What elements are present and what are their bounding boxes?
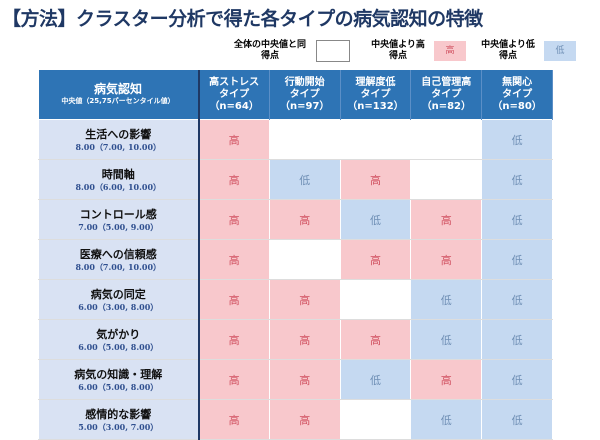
row-label: 病気の同定 6.00（3.00, 8.00） [38,279,200,320]
table-cell: 低 [481,119,553,160]
table-cell: 低 [339,199,412,240]
table-cell [339,119,412,160]
row-name: 感情的な影響 [85,408,152,421]
table-cell: 高 [339,159,412,200]
row-median: 6.00（5.00, 8.00） [78,382,159,392]
header-subtitle: 中央値（25,75パーセンタイル値） [61,96,175,105]
cluster-table: 病気認知 中央値（25,75パーセンタイル値） 高ストレス タイプ （n=64） 行動… [38,70,553,440]
row-name: 病気の知識・理解 [74,368,163,381]
legend-high-label: 中央値より高得点 [371,40,425,61]
table-cell: 低 [481,279,553,320]
table-cell: 高 [410,359,483,400]
table-cell: 高 [268,359,341,400]
table-cell: 高 [198,159,270,200]
table-cell: 高 [198,239,270,280]
table-cell: 低 [481,319,553,360]
table-row: コントロール感 7.00（5.00, 9.00）高高低高低 [38,199,553,240]
table-cell [339,279,412,320]
table-cell: 高 [339,319,412,360]
legend-same-swatch [316,40,350,62]
table-cell: 低 [410,319,483,360]
row-name: 医療への信頼感 [79,248,157,261]
row-label: 医療への信頼感 8.00（7.00, 10.00） [38,239,200,280]
table-cell: 高 [268,399,341,440]
table-cell: 低 [481,199,553,240]
table-cell: 低 [481,239,553,280]
row-median: 5.00（3.00, 7.00） [78,422,159,432]
type-name: 無関心 タイプ [502,76,533,100]
row-name: 病気の同定 [90,288,146,301]
page-title: 【方法】クラスター分析で得た各タイプの病気認知の特徴 [2,8,483,30]
table-row: 病気の同定 6.00（3.00, 8.00）高高低低 [38,279,553,320]
table-row: 時間軸 8.00（6.00, 10.00）高低高低 [38,159,553,200]
legend-same-label: 全体の中央値と同得点 [233,40,306,61]
type-name: 高ストレス タイプ [209,76,260,100]
table-row: 医療への信頼感 8.00（7.00, 10.00）高高高低 [38,239,553,280]
header-type: 高ストレス タイプ （n=64） [198,70,270,120]
table-cell: 低 [339,359,412,400]
type-n: （n=80） [492,100,542,112]
row-median: 8.00（7.00, 10.00） [75,142,162,152]
table-cell: 高 [268,279,341,320]
type-name: 自己管理高 タイプ [421,76,472,100]
table-cell: 高 [198,199,270,240]
type-n: （n=97） [279,100,330,112]
legend-low-swatch: 低 [544,41,576,61]
row-label: 生活への影響 8.00（7.00, 10.00） [38,119,200,160]
row-median: 8.00（7.00, 10.00） [75,262,162,272]
table-row: 病気の知識・理解 6.00（5.00, 8.00）高高低高低 [38,359,553,400]
table-row: 感情的な影響 5.00（3.00, 7.00）高高低低 [38,399,553,440]
row-label: 時間軸 8.00（6.00, 10.00） [38,159,200,200]
row-label: コントロール感 7.00（5.00, 9.00） [38,199,200,240]
table-cell: 高 [339,239,412,280]
table-cell: 低 [481,159,553,200]
legend-high-swatch: 高 [434,41,466,61]
type-name: 理解度低 タイプ [355,76,396,100]
table-cell: 高 [198,119,270,160]
table-cell: 高 [410,199,483,240]
table-cell: 高 [268,199,341,240]
type-n: （n=64） [209,100,259,112]
type-name: 行動開始 タイプ [284,76,325,100]
table-cell: 高 [198,279,270,320]
header-illness-perception: 病気認知 中央値（25,75パーセンタイル値） [38,70,200,120]
legend: 全体の中央値と同得点 中央値より高得点 高 中央値より低得点 低 [230,40,576,62]
header-type: 理解度低 タイプ （n=132） [340,70,412,120]
legend-low-label: 中央値より低得点 [481,40,535,61]
header-type: 行動開始 タイプ （n=97） [269,70,341,120]
row-median: 6.00（5.00, 8.00） [78,342,159,352]
table-cell: 高 [198,359,270,400]
table-cell: 高 [198,399,270,440]
table-cell [410,159,483,200]
table-cell: 低 [481,359,553,400]
table-cell: 高 [410,239,483,280]
row-name: 気がかり [96,328,141,341]
row-median: 8.00（6.00, 10.00） [75,182,162,192]
row-name: コントロール感 [79,208,157,221]
table-cell: 高 [268,319,341,360]
row-label: 病気の知識・理解 6.00（5.00, 8.00） [38,359,200,400]
table-cell: 高 [198,319,270,360]
row-median: 7.00（5.00, 9.00） [78,222,159,232]
table-row: 生活への影響 8.00（7.00, 10.00）高低 [38,119,553,160]
header-title: 病気認知 [93,81,142,96]
table-cell: 低 [410,399,483,440]
row-label: 感情的な影響 5.00（3.00, 7.00） [38,399,200,440]
table-cell: 低 [410,279,483,320]
row-median: 6.00（3.00, 8.00） [78,302,159,312]
table-cell: 低 [481,399,553,440]
header-type: 無関心 タイプ （n=80） [481,70,553,120]
table-cell [268,239,341,280]
table-cell: 低 [268,159,341,200]
row-name: 時間軸 [101,168,135,181]
table-cell [410,119,483,160]
type-n: （n=132） [347,100,404,112]
table-row: 気がかり 6.00（5.00, 8.00）高高高低低 [38,319,553,360]
type-n: （n=82） [421,100,471,112]
header-type: 自己管理高 タイプ （n=82） [410,70,483,120]
table-cell [339,399,412,440]
row-name: 生活への影響 [85,128,152,141]
row-label: 気がかり 6.00（5.00, 8.00） [38,319,200,360]
table-cell [268,119,341,160]
